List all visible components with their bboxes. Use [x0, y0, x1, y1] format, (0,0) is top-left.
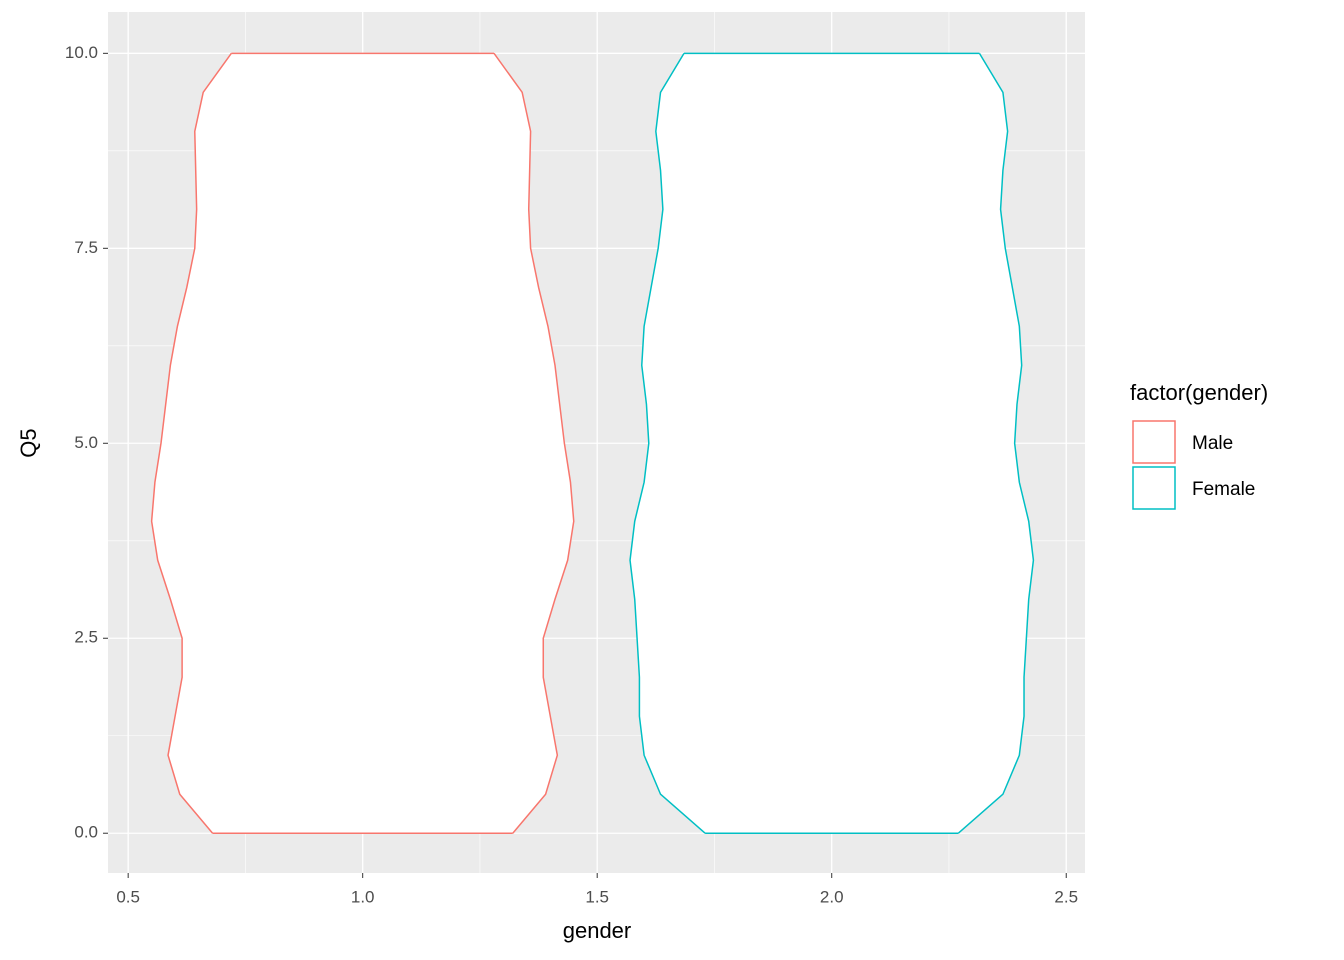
- violin-right-edge: [957, 52, 1035, 834]
- x-axis-title: gender: [563, 918, 632, 943]
- violin-left-edge: [150, 52, 232, 834]
- violin-left-edge: [629, 52, 706, 834]
- y-tick-label: 7.5: [74, 238, 98, 257]
- x-tick-label: 1.0: [351, 887, 375, 906]
- x-tick-label: 2.5: [1054, 887, 1078, 906]
- y-axis-title: Q5: [16, 428, 41, 457]
- legend-key: [1132, 420, 1176, 464]
- violin-right-edge: [493, 52, 575, 834]
- violin-fill: [630, 53, 1034, 834]
- legend-key: [1132, 466, 1176, 510]
- y-tick-label: 0.0: [74, 823, 98, 842]
- y-tick-label: 5.0: [74, 433, 98, 452]
- y-tick-label: 10.0: [65, 43, 98, 62]
- legend-label: Female: [1192, 479, 1255, 500]
- violin-fill: [151, 53, 574, 834]
- y-tick-label: 2.5: [74, 628, 98, 647]
- legend-label: Male: [1192, 433, 1233, 454]
- x-tick-label: 0.5: [116, 887, 140, 906]
- x-tick-label: 2.0: [820, 887, 844, 906]
- legend-title: factor(gender): [1130, 380, 1268, 405]
- x-tick-label: 1.5: [585, 887, 609, 906]
